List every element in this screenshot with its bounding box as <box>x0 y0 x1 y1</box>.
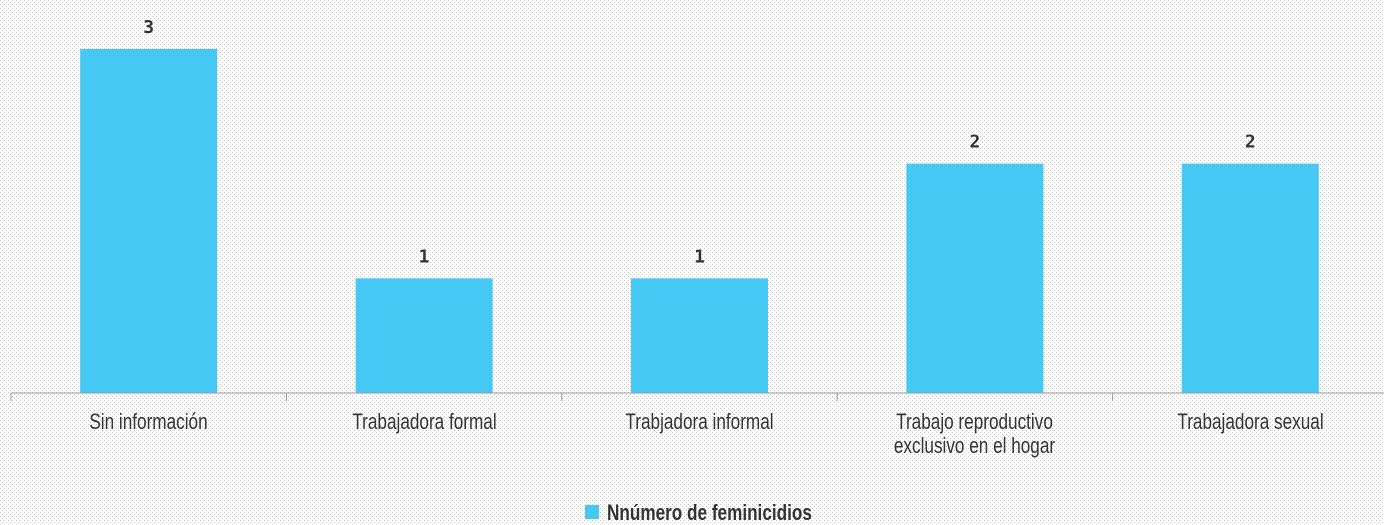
value-label: 1 <box>694 246 705 267</box>
bar <box>80 49 218 393</box>
x-tick-label: Trabajo reproductivo exclusivo en el hog… <box>894 409 1056 458</box>
value-label: 3 <box>143 17 154 38</box>
bar <box>355 278 493 393</box>
legend-label: Nnúmero de feminicidios <box>607 501 812 525</box>
value-label: 2 <box>1245 132 1256 153</box>
x-tick-label: Trabajadora formal <box>351 409 497 434</box>
x-tick-label: Sin información <box>89 409 208 434</box>
bar <box>631 278 768 393</box>
x-tick-label: Trabajadora sexual <box>1177 409 1324 434</box>
value-label: 1 <box>419 246 430 267</box>
x-tick-label: Trabjadora informal <box>625 409 774 434</box>
bar <box>906 163 1044 393</box>
legend-swatch <box>585 505 599 519</box>
bar <box>1181 163 1319 393</box>
value-label: 2 <box>969 132 980 153</box>
